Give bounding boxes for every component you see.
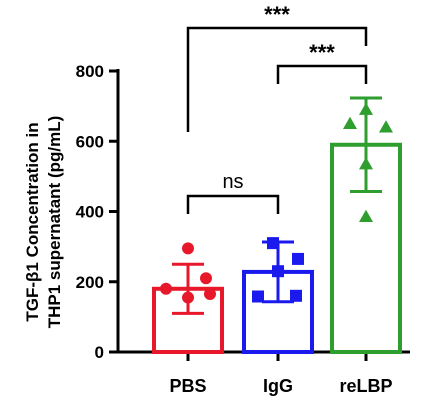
y-tick-label: 400 xyxy=(76,203,104,222)
y-tick-label: 0 xyxy=(95,343,104,362)
data-point xyxy=(379,120,393,133)
significance-label: *** xyxy=(309,40,335,65)
y-axis-label-line-1: TGF-β1 Concentration in xyxy=(23,122,42,321)
data-point xyxy=(343,116,357,129)
y-axis-label-line-2: THP1 supernatant (pg/mL) xyxy=(45,116,64,329)
data-point xyxy=(252,290,264,303)
data-point xyxy=(160,282,172,295)
significance-label: ns xyxy=(222,171,243,193)
y-tick-label: 800 xyxy=(76,62,104,81)
x-tick-labels: PBS IgG reLBP xyxy=(169,376,392,396)
data-point xyxy=(290,289,302,302)
data-point xyxy=(272,265,284,278)
significance-bracket xyxy=(276,64,368,84)
data-point xyxy=(359,102,373,115)
data-point xyxy=(204,288,216,301)
data-point xyxy=(200,272,212,285)
data-point xyxy=(182,291,194,304)
significance-bracket xyxy=(186,194,280,214)
y-ticks: 0 200 400 600 800 xyxy=(76,62,118,362)
significance-label: *** xyxy=(264,2,290,27)
y-tick-label: 600 xyxy=(76,132,104,151)
x-tick-label: IgG xyxy=(263,376,293,396)
data-points xyxy=(160,102,393,304)
data-point xyxy=(292,252,304,265)
data-point xyxy=(359,209,373,223)
y-tick-label: 200 xyxy=(76,273,104,292)
y-axis-label: TGF-β1 Concentration in THP1 supernatant… xyxy=(23,116,64,329)
x-tick-label: reLBP xyxy=(339,376,392,396)
data-point xyxy=(267,237,279,250)
data-point xyxy=(359,157,373,170)
significance-bracket xyxy=(186,26,368,132)
x-tick-label: PBS xyxy=(169,376,206,396)
significance-brackets: ns *** *** xyxy=(186,2,368,214)
data-point xyxy=(182,242,194,255)
